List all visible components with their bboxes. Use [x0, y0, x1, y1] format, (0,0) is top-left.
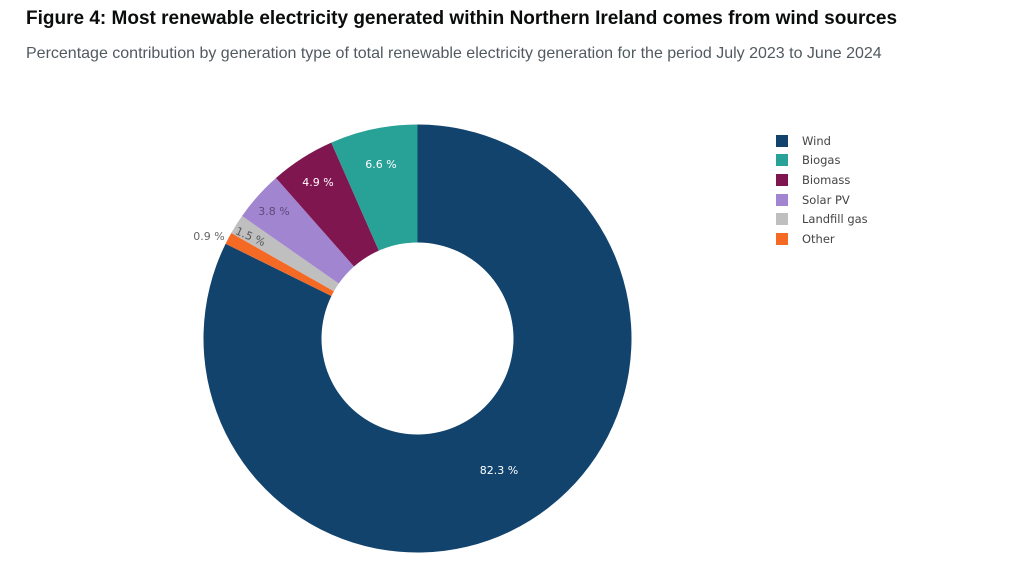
legend-item-biogas[interactable]: Biogas [776, 151, 868, 171]
legend-item-solar-pv[interactable]: Solar PV [776, 190, 868, 210]
legend-swatch-landfill-gas [776, 213, 788, 226]
legend-swatch-biogas [776, 154, 788, 167]
slice-landfill-gas[interactable] [231, 215, 339, 292]
slice-label-solar-pv: 3.8 % [258, 205, 289, 218]
legend-item-wind[interactable]: Wind [776, 131, 868, 151]
slice-solar-pv[interactable] [242, 177, 355, 284]
slice-wind[interactable] [203, 124, 632, 553]
slice-biomass[interactable] [275, 142, 379, 267]
chart-subtitle: Percentage contribution by generation ty… [26, 45, 882, 62]
legend-swatch-solar-pv [776, 193, 788, 206]
legend-swatch-biomass [776, 173, 788, 186]
slice-other[interactable] [225, 233, 334, 296]
slice-label-biomass: 4.9 % [302, 176, 333, 189]
slice-biogas[interactable] [331, 124, 418, 251]
legend-label-biomass: Biomass [802, 172, 851, 187]
legend-item-other[interactable]: Other [776, 229, 868, 249]
legend-item-landfill-gas[interactable]: Landfill gas [776, 209, 868, 229]
legend-swatch-other [776, 232, 788, 245]
slice-label-other: 0.9 % [193, 230, 224, 243]
chart-title: Figure 4: Most renewable electricity gen… [26, 8, 898, 29]
legend-label-other: Other [802, 231, 835, 246]
chart-legend: Wind Biogas Biomass Solar PV Landfill ga… [776, 131, 868, 249]
legend-label-biogas: Biogas [802, 153, 841, 168]
slice-label-wind: 82.3 % [480, 464, 518, 477]
slice-label-biogas: 6.6 % [365, 158, 396, 171]
legend-label-landfill-gas: Landfill gas [802, 212, 868, 227]
legend-swatch-wind [776, 134, 788, 147]
legend-label-wind: Wind [802, 133, 831, 148]
legend-item-biomass[interactable]: Biomass [776, 170, 868, 190]
legend-label-solar-pv: Solar PV [802, 192, 850, 207]
